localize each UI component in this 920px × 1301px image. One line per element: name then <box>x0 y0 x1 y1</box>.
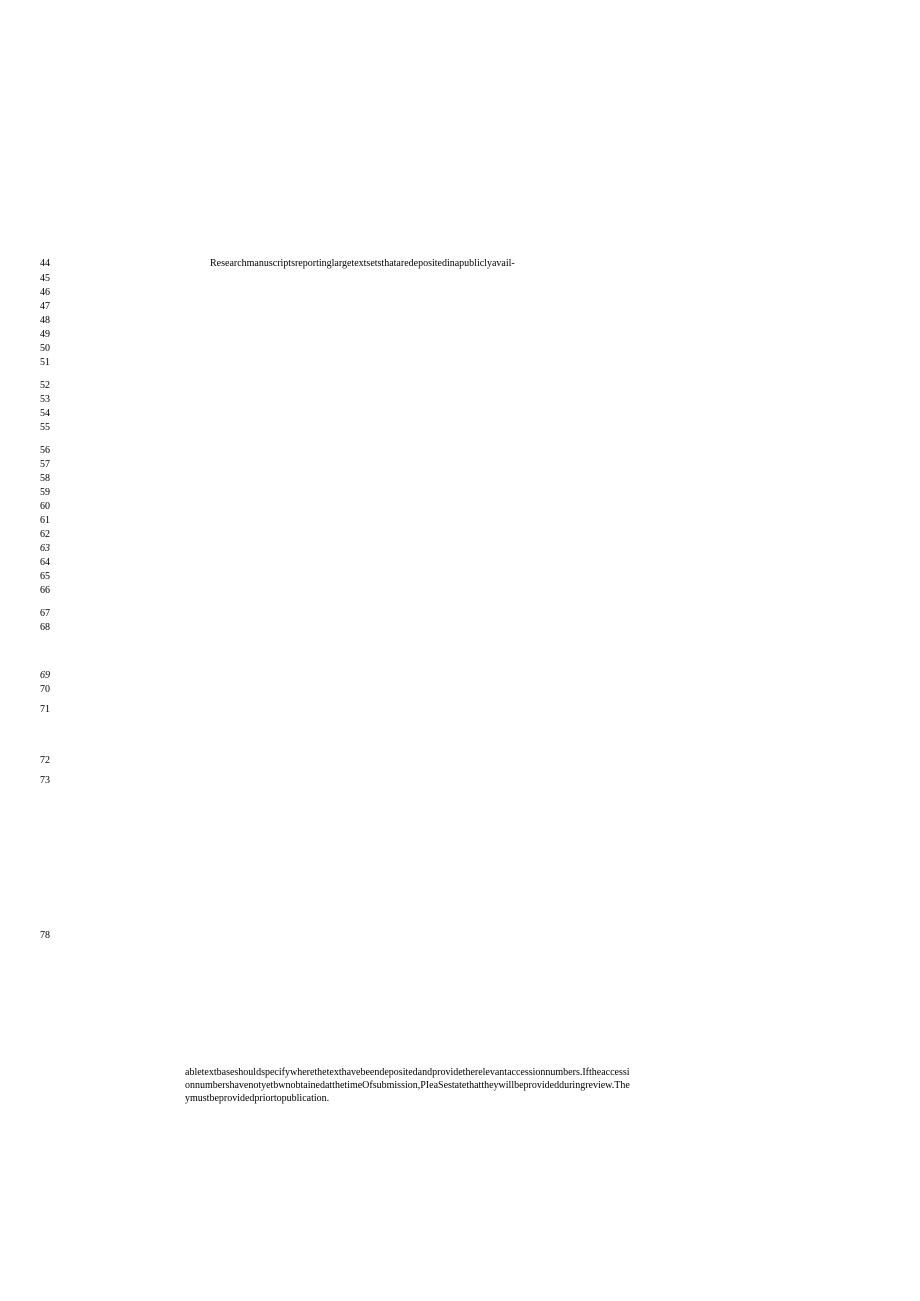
line-number: 50 <box>40 343 50 354</box>
line-number: 57 <box>40 459 50 470</box>
body-text-bottom-line-1: abletextbaseshouldspecifywherethetexthav… <box>185 1066 765 1079</box>
line-number: 55 <box>40 422 50 433</box>
line-number: 78 <box>40 930 50 941</box>
line-number: 71 <box>40 704 50 715</box>
body-text-bottom: abletextbaseshouldspecifywherethetexthav… <box>185 1066 765 1105</box>
body-text-bottom-line-3: ymustbeprovidedpriortopublication. <box>185 1092 765 1105</box>
line-number: 59 <box>40 487 50 498</box>
line-number: 45 <box>40 273 50 284</box>
line-number: 56 <box>40 445 50 456</box>
line-number: 58 <box>40 473 50 484</box>
body-text-line-1: Researchmanuscriptsreportinglargetextset… <box>210 258 515 269</box>
line-number: 44 <box>40 258 50 269</box>
line-number: 72 <box>40 755 50 766</box>
line-number: 46 <box>40 287 50 298</box>
line-number: 47 <box>40 301 50 312</box>
line-number: 65 <box>40 571 50 582</box>
line-number: 51 <box>40 357 50 368</box>
line-number: 52 <box>40 380 50 391</box>
line-number: 69 <box>40 670 50 681</box>
line-number: 53 <box>40 394 50 405</box>
line-number: 61 <box>40 515 50 526</box>
line-number: 70 <box>40 684 50 695</box>
line-number: 68 <box>40 622 50 633</box>
line-number: 62 <box>40 529 50 540</box>
line-number: 60 <box>40 501 50 512</box>
line-number: 64 <box>40 557 50 568</box>
body-text-bottom-line-2: onnumbershavenotyetbwnobtainedatthetimeO… <box>185 1079 765 1092</box>
line-number: 73 <box>40 775 50 786</box>
line-number: 66 <box>40 585 50 596</box>
line-number: 67 <box>40 608 50 619</box>
line-number: 54 <box>40 408 50 419</box>
line-number: 63 <box>40 543 50 554</box>
line-number: 48 <box>40 315 50 326</box>
line-number: 49 <box>40 329 50 340</box>
